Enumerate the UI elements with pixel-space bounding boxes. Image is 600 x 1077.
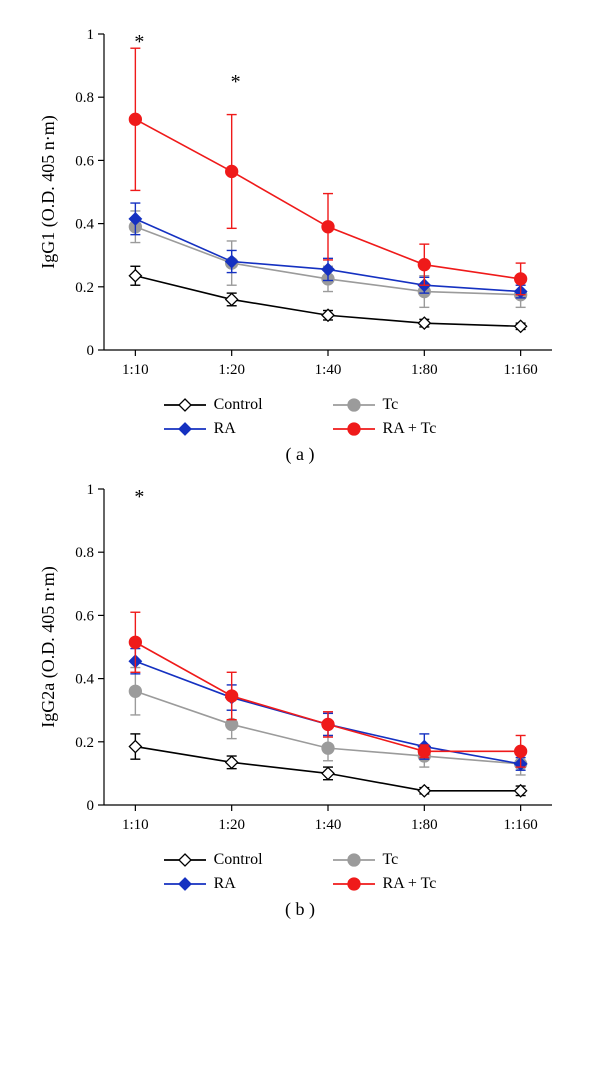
legend-item-tc: Tc <box>333 396 437 414</box>
svg-text:0.4: 0.4 <box>75 217 94 233</box>
legend-swatch <box>164 853 206 867</box>
legend-swatch <box>164 422 206 436</box>
svg-text:0: 0 <box>87 798 95 814</box>
svg-text:1:160: 1:160 <box>504 362 538 378</box>
legend-label: RA <box>214 875 236 893</box>
legend-swatch <box>333 422 375 436</box>
legend-item-control: Control <box>164 396 263 414</box>
legend-b: Control Tc RA RA + Tc <box>164 851 437 893</box>
legend-item-ra-tc: RA + Tc <box>333 875 437 893</box>
svg-text:*: * <box>231 71 241 93</box>
panel-a-label: ( a ) <box>286 444 315 465</box>
svg-text:0.6: 0.6 <box>75 153 94 169</box>
svg-text:1:160: 1:160 <box>504 817 538 833</box>
legend-swatch <box>333 398 375 412</box>
legend-label: Control <box>214 851 263 869</box>
legend-item-control: Control <box>164 851 263 869</box>
legend-item-ra: RA <box>164 875 263 893</box>
legend-swatch <box>164 877 206 891</box>
figure-page: 0 0.2 0.4 0.6 0.8 1 1:10 1:20 1:40 1:80 1:160 IgG1 … <box>0 0 600 1077</box>
svg-text:1:40: 1:40 <box>315 817 342 833</box>
svg-text:1:20: 1:20 <box>218 817 245 833</box>
panel-a: 0 0.2 0.4 0.6 0.8 1 1:10 1:20 1:40 1:80 1:160 IgG1 … <box>30 20 570 475</box>
legend-swatch <box>333 877 375 891</box>
svg-text:1:20: 1:20 <box>218 362 245 378</box>
legend-label: Control <box>214 396 263 414</box>
svg-text:1:80: 1:80 <box>411 817 438 833</box>
svg-text:0.8: 0.8 <box>75 545 94 561</box>
svg-text:*: * <box>134 486 144 508</box>
svg-text:1:40: 1:40 <box>315 362 342 378</box>
legend-label: RA + Tc <box>383 875 437 893</box>
legend-label: RA <box>214 420 236 438</box>
legend-swatch <box>333 853 375 867</box>
legend-item-ra: RA <box>164 420 263 438</box>
svg-text:1: 1 <box>87 482 95 498</box>
svg-text:1: 1 <box>87 27 95 43</box>
svg-text:1:10: 1:10 <box>122 817 149 833</box>
svg-text:0: 0 <box>87 343 95 359</box>
svg-text:0.4: 0.4 <box>75 672 94 688</box>
y-axis-label: IgG1 (O.D. 405 n·m) <box>38 115 59 268</box>
svg-text:0.8: 0.8 <box>75 90 94 106</box>
legend-item-tc: Tc <box>333 851 437 869</box>
panel-b: 0 0.2 0.4 0.6 0.8 1 1:10 1:20 1:40 1:80 1:160 IgG2a… <box>30 475 570 930</box>
svg-text:0.2: 0.2 <box>75 280 94 296</box>
svg-text:1:10: 1:10 <box>122 362 149 378</box>
chart-a: 0 0.2 0.4 0.6 0.8 1 1:10 1:20 1:40 1:80 1:160 IgG1 … <box>30 20 570 390</box>
svg-text:*: * <box>134 31 144 53</box>
svg-text:0.2: 0.2 <box>75 735 94 751</box>
svg-text:0.6: 0.6 <box>75 608 94 624</box>
svg-text:1:80: 1:80 <box>411 362 438 378</box>
legend-item-ra-tc: RA + Tc <box>333 420 437 438</box>
legend-label: Tc <box>383 851 399 869</box>
legend-a: Control Tc RA RA + Tc <box>164 396 437 438</box>
chart-b: 0 0.2 0.4 0.6 0.8 1 1:10 1:20 1:40 1:80 1:160 IgG2a… <box>30 475 570 845</box>
legend-label: Tc <box>383 396 399 414</box>
legend-label: RA + Tc <box>383 420 437 438</box>
legend-swatch <box>164 398 206 412</box>
y-axis-label: IgG2a (O.D. 405 n·m) <box>38 566 59 727</box>
panel-b-label: ( b ) <box>285 899 315 920</box>
